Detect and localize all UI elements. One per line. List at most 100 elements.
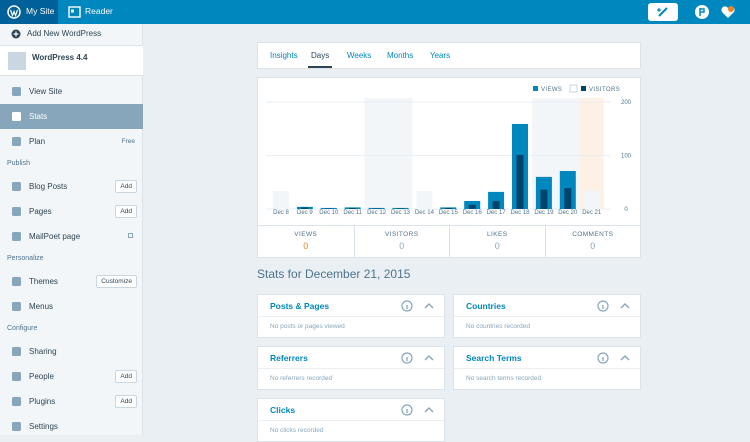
nav-button[interactable]: Customize <box>96 275 137 288</box>
period-tab-label: Insights <box>270 51 298 60</box>
nav-button[interactable]: Add <box>115 370 137 383</box>
site-name: WordPress 4.4 <box>32 53 88 62</box>
nav-label: Stats <box>29 112 48 121</box>
summary-label: VISITORS <box>385 231 419 238</box>
module-controls[interactable] <box>400 403 440 417</box>
summary-label: COMMENTS <box>572 231 614 238</box>
nav-item[interactable]: Stats <box>0 104 143 129</box>
reader-button[interactable]: Reader <box>63 0 113 24</box>
module-controls[interactable] <box>596 299 636 313</box>
bar <box>325 208 333 209</box>
summary-value: 0 <box>303 241 309 251</box>
nav-label: Plugins <box>29 397 56 406</box>
my-site-button[interactable]: My Site <box>0 0 58 24</box>
nav-icon <box>12 397 21 406</box>
nav-icon <box>12 112 21 121</box>
x-tick-label: Dec 20 <box>558 210 578 216</box>
nav-item[interactable]: View Site <box>0 79 143 104</box>
bar <box>373 208 381 209</box>
summary-value: 0 <box>399 241 405 251</box>
nav-label: Settings <box>29 422 58 431</box>
summary-label: VIEWS <box>294 231 318 238</box>
x-tick-label: Dec 17 <box>487 210 507 216</box>
bar <box>349 207 357 209</box>
info-icon <box>401 404 413 416</box>
module-title[interactable]: Posts & Pages <box>270 301 330 311</box>
notifications-button[interactable] <box>720 4 736 20</box>
period-tab[interactable]: Insights <box>267 43 301 68</box>
period-tab[interactable]: Days <box>308 43 333 68</box>
nav-button[interactable]: Add <box>115 205 137 218</box>
site-card[interactable]: WordPress 4.4 <box>0 45 143 76</box>
period-tab[interactable]: Months <box>384 43 416 68</box>
summary-tab[interactable]: VISITORS 0 <box>353 226 450 257</box>
nav-item[interactable]: Themes Customize <box>0 269 143 294</box>
module-empty: No countries recorded <box>466 323 530 330</box>
nav-label: Blog Posts <box>29 182 68 191</box>
nav-item[interactable]: Plan Free <box>0 129 143 154</box>
nav-item[interactable]: Sharing <box>0 339 143 364</box>
module-title[interactable]: Search Terms <box>466 353 522 363</box>
nav-icon <box>12 372 21 381</box>
nav-icon <box>12 232 21 241</box>
x-tick-label: Dec 16 <box>463 210 483 216</box>
x-tick-label: Dec 18 <box>510 210 530 216</box>
info-icon <box>401 352 413 364</box>
info-icon <box>597 352 609 364</box>
nav-icon <box>12 422 21 431</box>
write-button[interactable] <box>648 3 678 21</box>
nav-icon-shape <box>12 422 21 431</box>
section-heading: Publish <box>7 160 30 167</box>
bar <box>468 204 476 209</box>
y-tick-label: 0 <box>624 207 628 213</box>
stats-module: Countries No countries recorded <box>453 294 641 338</box>
nav-item[interactable]: Plugins Add <box>0 389 143 414</box>
nav-item[interactable]: People Add <box>0 364 143 389</box>
nav-item[interactable]: Pages Add <box>0 199 143 224</box>
add-new-site[interactable]: Add New WordPress <box>27 29 102 38</box>
x-tick-label: Dec 13 <box>391 210 411 216</box>
x-tick-label: Dec 14 <box>415 210 435 216</box>
nav-item[interactable]: Settings <box>0 414 143 439</box>
reader-label: Reader <box>85 6 113 16</box>
bar-chart: 0 100 200 Dec 8 Dec 9 Dec 10 Dec 11 Dec 12 Dec 1… <box>266 84 632 216</box>
summary-tab[interactable]: VIEWS 0 <box>258 226 354 257</box>
x-tick-label: Dec 9 <box>297 210 313 216</box>
x-tick-label: Dec 10 <box>319 210 339 216</box>
nav-button[interactable]: Add <box>115 395 137 408</box>
summary-tab[interactable]: COMMENTS 0 <box>544 226 641 257</box>
module-controls[interactable] <box>596 351 636 365</box>
masterbar: My Site Reader <box>0 0 750 24</box>
nav-button[interactable]: Add <box>115 180 137 193</box>
module-controls[interactable] <box>400 299 440 313</box>
module-title[interactable]: Clicks <box>270 405 296 415</box>
nav-icon <box>12 207 21 216</box>
period-tab-label: Months <box>387 51 414 60</box>
summary-value: 0 <box>494 241 500 251</box>
y-tick-label: 200 <box>621 100 632 106</box>
module-title[interactable]: Countries <box>466 301 506 311</box>
section-heading: Personalize <box>7 255 44 262</box>
nav-item[interactable]: MailPoet page <box>0 224 143 249</box>
nav-item[interactable]: Menus <box>0 294 143 319</box>
period-tab[interactable]: Years <box>427 43 453 68</box>
period-tab[interactable]: Weeks <box>344 43 374 68</box>
module-empty: No search terms recorded <box>466 375 542 382</box>
module-controls[interactable] <box>400 351 440 365</box>
bar <box>564 188 572 209</box>
summary-tab[interactable]: LIKES 0 <box>449 226 545 257</box>
nav-icon <box>12 182 21 191</box>
nav-icon-shape <box>12 302 21 311</box>
nav-label: Themes <box>29 277 58 286</box>
nav-note: Free <box>121 138 135 145</box>
nav-item[interactable]: Blog Posts Add <box>0 174 143 199</box>
legend-swatch <box>581 86 586 91</box>
summary-label: LIKES <box>487 231 508 238</box>
legend-label: VIEWS <box>541 87 562 93</box>
bar <box>492 200 500 209</box>
avatar-button[interactable] <box>694 4 710 20</box>
chart-card: 0 100 200 Dec 8 Dec 9 Dec 10 Dec 11 Dec 12 Dec 1… <box>257 77 641 258</box>
module-title[interactable]: Referrers <box>270 353 308 363</box>
module-divider <box>258 368 444 369</box>
add-icon <box>11 29 21 39</box>
